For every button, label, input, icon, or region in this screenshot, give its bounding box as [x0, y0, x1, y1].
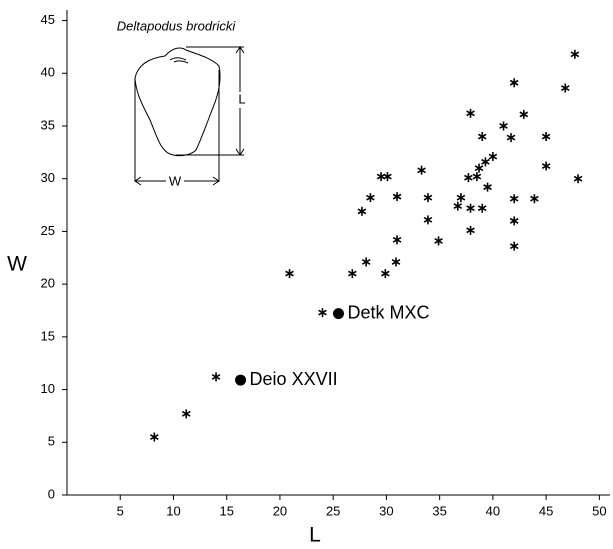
point	[392, 192, 402, 202]
label-bg	[237, 92, 248, 108]
y-tick-label: 30	[41, 170, 55, 185]
point	[453, 201, 463, 211]
x-tick-label: 25	[326, 503, 340, 518]
x-tick-label: 45	[539, 503, 553, 518]
x-tick-label: 40	[486, 503, 500, 518]
y-tick-label: 20	[41, 276, 55, 291]
point	[456, 193, 466, 203]
point	[481, 157, 490, 167]
point	[376, 172, 386, 182]
x-tick-label: 5	[117, 503, 124, 518]
point	[573, 174, 583, 184]
x-tick-label: 10	[166, 503, 180, 518]
point	[211, 372, 221, 382]
y-tick-label: 40	[41, 65, 55, 80]
point	[423, 193, 433, 203]
label-bg	[166, 174, 184, 188]
x-tick-label: 15	[219, 503, 233, 518]
x-tick-label: 30	[379, 503, 393, 518]
y-tick-label: 25	[41, 223, 55, 238]
point	[434, 236, 443, 246]
x-axis-title: L	[309, 524, 321, 547]
point	[466, 225, 475, 235]
y-tick-label: 10	[41, 381, 55, 396]
point	[381, 269, 390, 279]
point	[466, 203, 475, 213]
y-axis-title: W	[7, 253, 27, 276]
point	[357, 206, 367, 216]
point	[506, 133, 516, 143]
point	[464, 173, 473, 183]
x-tick-label: 20	[273, 503, 287, 518]
point	[541, 161, 551, 171]
point	[366, 193, 375, 203]
point	[477, 203, 487, 213]
point	[466, 108, 475, 118]
highlight-point	[333, 308, 344, 320]
y-tick-label: 45	[41, 12, 55, 27]
point	[391, 257, 401, 267]
point	[318, 308, 327, 318]
inset-width-label: W	[169, 173, 182, 188]
point	[541, 132, 551, 142]
point	[519, 109, 529, 119]
highlight-point	[235, 374, 247, 386]
y-tick-label: 35	[41, 117, 55, 132]
point	[383, 172, 392, 182]
y-tick-label: 5	[48, 434, 55, 449]
y-tick-label: 15	[41, 328, 55, 343]
point	[361, 257, 371, 267]
x-tick-label: 50	[592, 503, 606, 518]
point	[509, 78, 519, 88]
point	[509, 216, 519, 226]
point	[570, 49, 580, 59]
point	[560, 83, 570, 93]
point	[149, 432, 159, 442]
point	[483, 182, 492, 192]
point	[509, 241, 519, 251]
point	[285, 269, 294, 279]
point	[530, 194, 539, 204]
inset-drawing	[134, 46, 245, 186]
y-tick-label: 0	[48, 486, 55, 501]
point	[474, 163, 484, 173]
highlight-label: Deio XXVII	[250, 369, 338, 389]
inset-length-label: L	[238, 91, 245, 106]
x-tick-label: 35	[432, 503, 446, 518]
point	[392, 235, 402, 245]
point	[499, 121, 508, 131]
point	[417, 165, 426, 175]
point	[472, 172, 482, 182]
point	[509, 194, 519, 204]
point	[423, 215, 433, 225]
point	[348, 269, 357, 279]
inset-title: Deltapodus brodricki	[117, 18, 237, 33]
highlight-label: Detk MXC	[348, 302, 430, 322]
point	[488, 152, 498, 162]
point	[181, 409, 191, 419]
point	[477, 132, 487, 142]
